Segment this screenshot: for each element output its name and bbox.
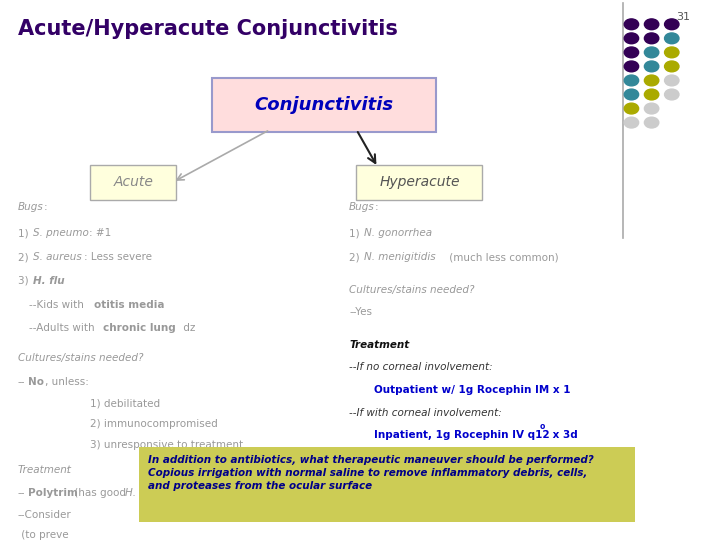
Text: --Yes: --Yes [349,307,372,318]
Circle shape [624,89,639,100]
Text: --Adults with: --Adults with [29,323,98,334]
Circle shape [644,33,659,44]
Text: Outpatient w/ 1g Rocephin IM x 1: Outpatient w/ 1g Rocephin IM x 1 [374,385,571,395]
Text: (to preve: (to preve [18,530,68,540]
Text: coverage): coverage) [153,488,209,498]
Text: 3) unresponsive to treatment: 3) unresponsive to treatment [90,440,243,450]
Circle shape [624,103,639,114]
Text: , unless:: , unless: [45,377,89,387]
Text: --: -- [18,488,25,498]
FancyBboxPatch shape [212,78,436,132]
Text: 2): 2) [349,252,363,262]
Text: x 3d: x 3d [549,430,577,441]
Text: Inpatient, 1g Rocephin IV q12: Inpatient, 1g Rocephin IV q12 [374,430,550,441]
FancyBboxPatch shape [90,165,176,200]
Circle shape [665,33,679,44]
Text: Treatment: Treatment [18,465,72,476]
Text: H. flu: H. flu [125,488,152,498]
Circle shape [624,61,639,72]
Text: chronic lung: chronic lung [103,323,176,334]
Text: (much less common): (much less common) [446,252,559,262]
Circle shape [665,61,679,72]
Circle shape [665,19,679,30]
Text: In addition to antibiotics, what therapeutic maneuver should be performed?
Copio: In addition to antibiotics, what therape… [148,455,593,491]
Text: Conjunctivitis: Conjunctivitis [254,96,394,114]
Text: H. flu: H. flu [33,276,65,286]
Text: 1): 1) [18,228,32,239]
Text: No: No [28,377,44,387]
Text: (has good: (has good [71,488,129,498]
Circle shape [644,103,659,114]
Text: o: o [540,422,545,431]
Text: --Kids with: --Kids with [29,300,87,310]
Circle shape [644,47,659,58]
Text: otitis media: otitis media [94,300,164,310]
Text: Cultures/stains needed?: Cultures/stains needed? [349,285,474,295]
Text: Cultures/stains needed?: Cultures/stains needed? [18,353,143,363]
Text: : #1: : #1 [89,228,111,239]
Text: : Less severe: : Less severe [84,252,152,262]
Circle shape [665,89,679,100]
Text: 31: 31 [676,12,690,22]
Text: --Consider: --Consider [18,510,72,520]
Circle shape [644,89,659,100]
Text: 1): 1) [349,228,363,239]
Text: Bugs: Bugs [349,202,375,213]
FancyBboxPatch shape [356,165,482,200]
Text: 1) debilitated: 1) debilitated [90,399,160,409]
Circle shape [644,75,659,86]
Circle shape [624,47,639,58]
Text: Polytrim: Polytrim [28,488,78,498]
Text: N. menigitidis: N. menigitidis [364,252,436,262]
Circle shape [624,117,639,128]
Text: Hyperacute: Hyperacute [379,176,459,189]
Text: N. gonorrhea: N. gonorrhea [364,228,433,239]
Text: 2): 2) [18,252,32,262]
Circle shape [624,19,639,30]
Circle shape [624,75,639,86]
Text: --If no corneal involvement:: --If no corneal involvement: [349,362,492,373]
Text: :: : [66,465,69,476]
Circle shape [644,117,659,128]
Text: 2) immunocompromised: 2) immunocompromised [90,419,217,429]
Text: dz: dz [180,323,195,334]
Text: --If with corneal involvement:: --If with corneal involvement: [349,408,502,418]
Text: :: : [398,340,402,350]
Text: Acute: Acute [113,176,153,189]
Text: :: : [44,202,48,213]
FancyBboxPatch shape [139,447,635,522]
Text: Acute/Hyperacute Conjunctivitis: Acute/Hyperacute Conjunctivitis [18,19,398,39]
Text: :: : [375,202,379,213]
Circle shape [665,47,679,58]
Circle shape [665,75,679,86]
Circle shape [644,61,659,72]
Text: Bugs: Bugs [18,202,44,213]
Text: S. pneumo: S. pneumo [33,228,89,239]
Circle shape [624,33,639,44]
Text: --: -- [18,377,25,387]
Circle shape [644,19,659,30]
Text: 3): 3) [18,276,32,286]
Text: S. aureus: S. aureus [33,252,82,262]
Text: Treatment: Treatment [349,340,410,350]
